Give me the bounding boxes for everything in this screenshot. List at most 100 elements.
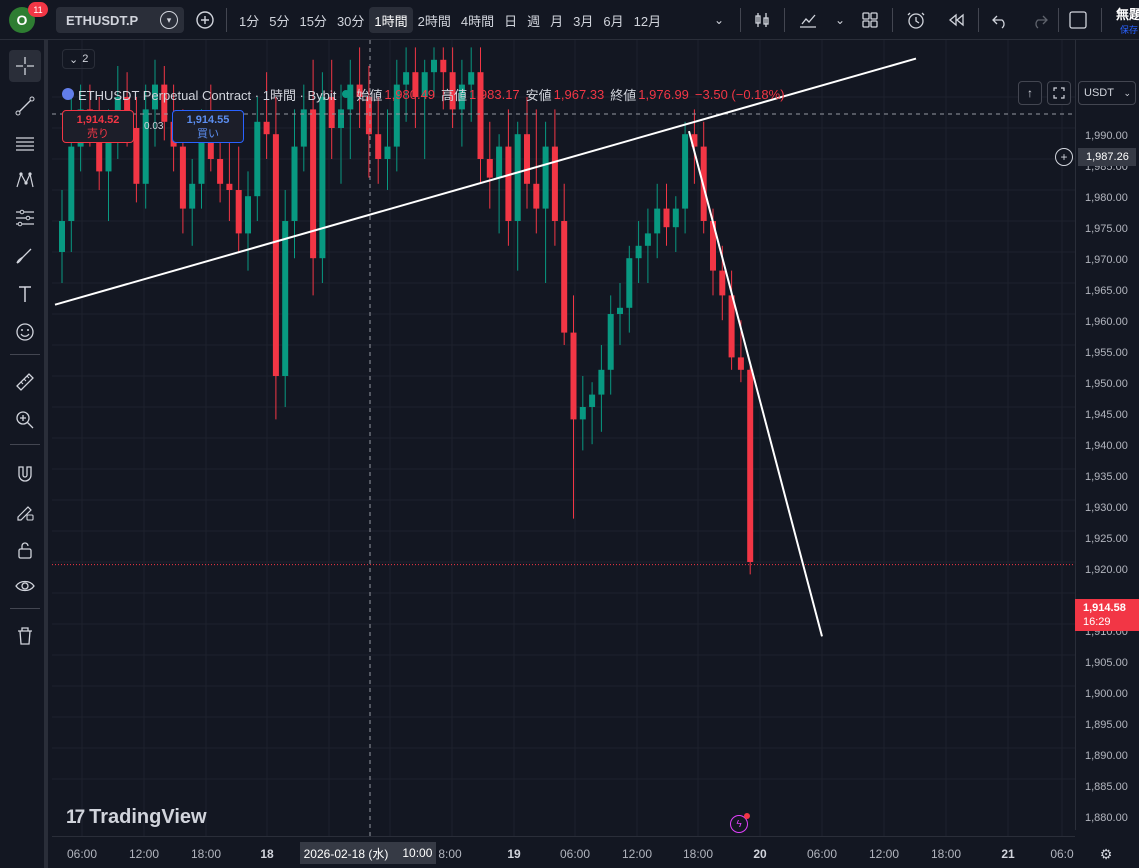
last-price-value: 1,914.58	[1083, 602, 1126, 614]
candle-body	[207, 134, 214, 159]
chevron-down-icon[interactable]: ⌄	[834, 13, 846, 27]
time-tick-label: 06:0	[1050, 847, 1074, 861]
candle-body	[496, 146, 503, 178]
toolbar-divider	[892, 8, 893, 32]
visibility-eye-icon[interactable]	[9, 570, 41, 602]
toolbar-divider	[226, 8, 227, 32]
candle-body	[319, 97, 326, 259]
compare-add-icon[interactable]	[193, 8, 217, 32]
price-tick-label: 1,925.00	[1085, 533, 1128, 545]
interval-option[interactable]: 4時間	[460, 13, 495, 29]
emoji-icon[interactable]	[9, 316, 41, 348]
price-tick-label: 1,955.00	[1085, 347, 1128, 359]
interval-option[interactable]: 5分	[269, 13, 290, 29]
price-scale[interactable]: 1,990.00 1,985.00 1,980.00 1,975.00 1,970.00…	[1075, 40, 1139, 830]
price-tick-label: 1,940.00	[1085, 440, 1128, 452]
trash-icon[interactable]	[9, 620, 41, 652]
candle-body	[198, 134, 205, 184]
undo-icon[interactable]	[988, 8, 1012, 32]
candle-body	[607, 314, 614, 370]
toolbar-divider	[10, 608, 40, 609]
toolbar-divider	[1058, 8, 1059, 32]
buy-button[interactable]: 1,914.55 買い	[172, 110, 244, 143]
replay-icon[interactable]	[944, 8, 968, 32]
pattern-icon[interactable]	[9, 164, 41, 196]
forecast-icon[interactable]	[9, 202, 41, 234]
candle-body	[300, 109, 307, 147]
high-label: 高値	[441, 87, 468, 103]
open-value: 1,980.49	[384, 86, 436, 102]
notification-dot	[744, 813, 750, 819]
interval-option[interactable]: 日	[504, 13, 518, 29]
price-tick-label: 1,895.00	[1085, 719, 1128, 731]
text-icon[interactable]	[9, 278, 41, 310]
interval-option[interactable]: 月	[550, 13, 564, 29]
symbol-search-button[interactable]: ETHUSDT.P ▾	[56, 7, 184, 33]
toolbar-divider	[784, 8, 785, 32]
fib-retracement-icon[interactable]	[9, 128, 41, 160]
layout-grid-icon[interactable]	[858, 8, 882, 32]
alert-clock-icon[interactable]	[904, 8, 928, 32]
lock-drawing-icon[interactable]	[9, 496, 41, 528]
candle-body	[59, 221, 65, 252]
candle-body	[561, 221, 568, 333]
interval-option[interactable]: 15分	[299, 13, 327, 29]
currency-select[interactable]: USDT ⌄	[1078, 81, 1136, 105]
interval-option[interactable]: 1分	[239, 13, 260, 29]
magnet-icon[interactable]	[9, 458, 41, 490]
chevron-down-icon: ⌄	[69, 53, 79, 66]
fullscreen-box-icon[interactable]	[1066, 8, 1090, 32]
time-tick-label: 18	[260, 847, 274, 861]
candle-body	[672, 208, 679, 228]
add-plus-icon[interactable]: +	[1055, 148, 1073, 166]
candle-body	[384, 146, 391, 159]
redo-icon[interactable]	[1028, 8, 1052, 32]
sell-button[interactable]: 1,914.52 売り	[62, 110, 134, 143]
layout-name[interactable]: 無題	[1116, 7, 1139, 22]
ethereum-icon	[62, 88, 74, 100]
lock-icon[interactable]	[9, 534, 41, 566]
interval-option[interactable]: 6月	[603, 13, 624, 29]
zoom-in-icon[interactable]	[9, 404, 41, 436]
brush-icon[interactable]	[9, 240, 41, 272]
toolbar-divider	[978, 8, 979, 32]
interval-option[interactable]: 3月	[573, 13, 594, 29]
ruler-icon[interactable]	[9, 366, 41, 398]
interval-option[interactable]: 週	[527, 13, 541, 29]
chart-pane[interactable]: ⌄ 2 ETHUSDT Perpetual Contract · 1時間 · B…	[52, 40, 1139, 868]
interval-option[interactable]: 30分	[336, 13, 365, 29]
candle-body	[747, 369, 754, 562]
legend-title[interactable]: ETHUSDT Perpetual Contract · 1時間 · Bybit	[78, 87, 337, 103]
screenshot-icon[interactable]	[1047, 81, 1071, 105]
time-tick-label: 21	[1001, 847, 1015, 861]
interval-option[interactable]: 1時間	[369, 7, 413, 33]
arrow-up-icon[interactable]: ↑	[1018, 81, 1042, 105]
crosshair-icon[interactable]	[9, 50, 41, 82]
save-status: 保存	[1120, 25, 1139, 35]
candle-body	[533, 183, 540, 209]
indicators-icon[interactable]	[796, 8, 820, 32]
crosshair-time: 10:00	[402, 846, 433, 860]
time-axis[interactable]: 2026-02-18 (水) 10:00 06:00 12:00 18:00 18 8:…	[52, 836, 1075, 868]
legend-collapse-button[interactable]: ⌄ 2	[62, 49, 96, 69]
time-tick-label: 12:00	[128, 847, 160, 861]
lightning-icon[interactable]: ϟ	[730, 815, 748, 833]
candle-body	[365, 97, 372, 135]
crosshair-price-label: 1,987.26	[1078, 148, 1136, 166]
close-value: 1,976.99	[638, 86, 689, 102]
candle-type-icon[interactable]	[750, 8, 774, 32]
drawing-toolbar	[0, 40, 48, 868]
symbol-info-icon[interactable]: ▾	[160, 11, 178, 29]
price-chart[interactable]	[52, 40, 1075, 836]
chevron-down-icon[interactable]: ⌄	[713, 13, 725, 27]
open-label: 始値	[356, 87, 383, 103]
trend-line-icon[interactable]	[9, 90, 41, 122]
candle-body	[347, 84, 354, 110]
settings-gear-icon[interactable]: ⚙	[1099, 845, 1113, 862]
candle-body	[617, 307, 623, 314]
price-tick-label: 1,960.00	[1085, 316, 1128, 328]
interval-option[interactable]: 12月	[633, 13, 662, 29]
interval-option[interactable]: 2時間	[417, 13, 451, 29]
currency-label: USDT	[1084, 87, 1114, 99]
time-tick-label: 20	[753, 847, 767, 861]
